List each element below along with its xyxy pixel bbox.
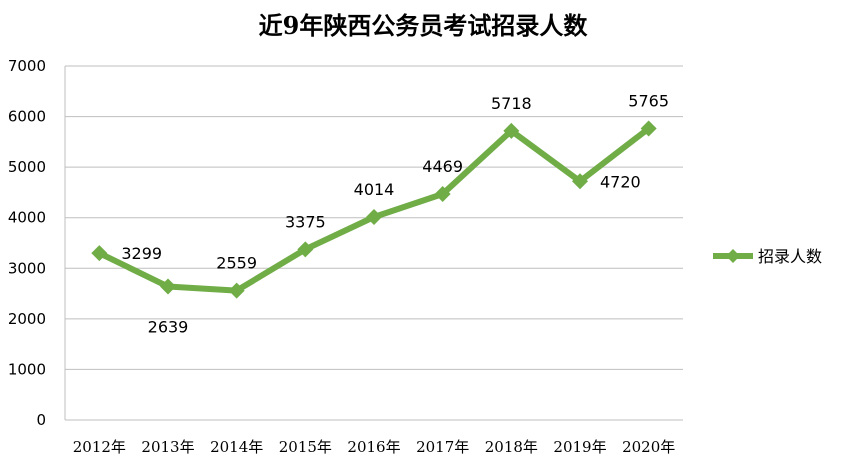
x-tick-label: 2017年 xyxy=(416,438,469,456)
y-tick-label: 4000 xyxy=(8,209,46,227)
data-point-marker xyxy=(572,173,588,190)
chart-title: 近9年陕西公务员考试招录人数 xyxy=(258,11,588,40)
data-point-marker xyxy=(160,278,176,295)
data-point-marker xyxy=(640,120,657,137)
y-tick-label: 1000 xyxy=(8,360,46,378)
y-tick-label: 3000 xyxy=(8,259,46,277)
data-label: 4469 xyxy=(422,157,463,176)
x-tick-label: 2018年 xyxy=(485,438,538,456)
data-label: 5765 xyxy=(628,91,669,110)
data-label: 4014 xyxy=(354,180,395,199)
legend-marker xyxy=(726,249,740,263)
y-axis-ticks: 0 1000 2000 3000 4000 5000 6000 7000 xyxy=(8,57,46,429)
y-tick-label: 6000 xyxy=(8,108,46,126)
legend-label: 招录人数 xyxy=(758,247,822,266)
data-point-marker xyxy=(91,245,108,262)
y-tick-label: 0 xyxy=(36,411,46,429)
x-tick-label: 2015年 xyxy=(279,438,332,456)
data-label: 3299 xyxy=(121,244,162,263)
y-tick-label: 7000 xyxy=(8,57,46,75)
x-tick-label: 2020年 xyxy=(622,438,675,456)
y-tick-label: 2000 xyxy=(8,310,46,328)
data-label: 2559 xyxy=(216,254,257,273)
data-label: 5718 xyxy=(491,94,532,113)
x-tick-label: 2012年 xyxy=(73,438,126,456)
data-label: 3375 xyxy=(285,212,326,231)
x-tick-label: 2016年 xyxy=(347,438,400,456)
x-tick-label: 2013年 xyxy=(141,438,194,456)
x-axis-ticks: 2012年 2013年 2014年 2015年 2016年 2017年 2018年 2019年… xyxy=(73,438,676,456)
data-point-marker xyxy=(228,282,245,299)
data-point-marker xyxy=(366,209,382,226)
x-tick-label: 2014年 xyxy=(210,438,263,456)
x-tick-label: 2019年 xyxy=(553,438,606,456)
y-tick-label: 5000 xyxy=(8,158,46,176)
data-label: 2639 xyxy=(148,318,189,337)
data-point-marker xyxy=(297,241,314,258)
data-labels: 3299 2639 2559 3375 4014 4469 5718 4720 5765 xyxy=(121,91,669,336)
legend: 招录人数 xyxy=(713,247,822,266)
series-group xyxy=(91,120,657,299)
data-point-marker xyxy=(503,122,520,139)
data-label: 4720 xyxy=(600,172,641,191)
gridlines xyxy=(64,65,683,421)
data-point-marker xyxy=(434,185,451,202)
